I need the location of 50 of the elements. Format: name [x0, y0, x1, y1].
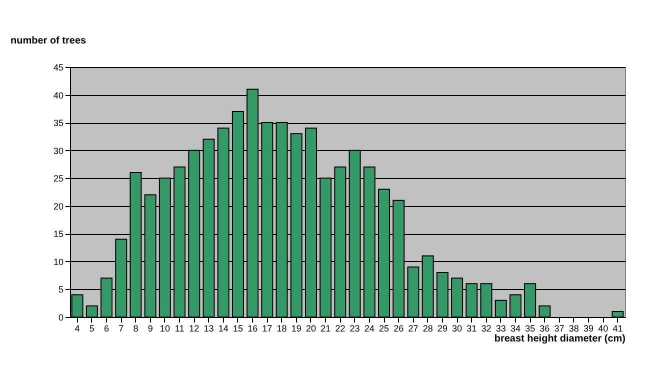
y-tick-label: 30	[53, 146, 64, 156]
x-tick-label: 36	[540, 324, 550, 334]
x-tick-label: 12	[189, 324, 200, 334]
x-tick-label: 11	[174, 324, 184, 334]
x-tick-label: 9	[148, 324, 153, 334]
y-tick-label: 35	[53, 118, 64, 128]
x-tick-label: 18	[276, 324, 287, 334]
y-tick-label: 25	[53, 174, 64, 184]
x-tick-label: 32	[481, 324, 492, 334]
x-tick-label: 33	[496, 324, 506, 334]
y-tick-label: 10	[53, 256, 64, 267]
x-axis-title: breast height diameter (cm)	[494, 334, 626, 344]
y-tick-label: 40	[53, 90, 64, 100]
x-tick-label: 35	[525, 324, 536, 334]
x-tick-label: 17	[262, 324, 272, 334]
x-tick-label: 21	[320, 324, 331, 334]
y-tick-label: 45	[53, 62, 64, 72]
x-tick-label: 28	[422, 324, 433, 334]
x-tick-label: 24	[364, 324, 374, 334]
x-tick-label: 41	[612, 324, 623, 334]
x-tick-label: 37	[554, 324, 564, 334]
x-tick-label: 10	[160, 324, 170, 334]
x-tick-label: 7	[118, 324, 124, 334]
x-tick-label: 15	[232, 324, 243, 334]
x-tick-label: 4	[74, 324, 80, 334]
x-tick-label: 31	[466, 324, 477, 334]
x-tick-label: 30	[452, 324, 462, 334]
x-tick-label: 13	[204, 324, 214, 334]
y-axis-title: number of trees	[10, 36, 87, 46]
y-tick-label: 15	[53, 229, 64, 240]
x-tick-label: 34	[510, 324, 520, 334]
x-tick-label: 22	[335, 324, 346, 334]
y-tick-label: 0	[58, 312, 64, 322]
x-tick-label: 19	[291, 324, 302, 334]
x-tick-label: 27	[408, 324, 418, 334]
x-tick-label: 23	[350, 324, 360, 334]
y-tick-label: 5	[58, 284, 64, 295]
x-tick-label: 26	[394, 324, 404, 334]
x-tick-label: 8	[133, 324, 138, 334]
x-tick-label: 5	[89, 324, 94, 334]
x-tick-label: 29	[437, 324, 448, 334]
x-tick-label: 39	[583, 324, 594, 334]
x-tick-label: 40	[598, 324, 608, 334]
x-tick-label: 6	[104, 324, 110, 334]
x-tick-label: 20	[306, 324, 316, 334]
x-tick-label: 38	[568, 324, 579, 334]
x-tick-label: 16	[248, 324, 258, 334]
y-tick-label: 20	[53, 201, 64, 212]
x-tick-label: 14	[218, 324, 228, 334]
x-tick-label: 25	[379, 324, 390, 334]
